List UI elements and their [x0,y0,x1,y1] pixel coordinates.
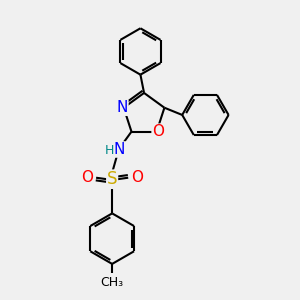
Text: O: O [131,170,143,185]
Text: O: O [152,124,164,139]
Text: S: S [107,170,117,188]
Text: N: N [114,142,125,157]
Text: O: O [81,170,93,185]
Text: N: N [116,100,128,115]
Text: CH₃: CH₃ [100,276,124,289]
Text: H: H [105,145,115,158]
